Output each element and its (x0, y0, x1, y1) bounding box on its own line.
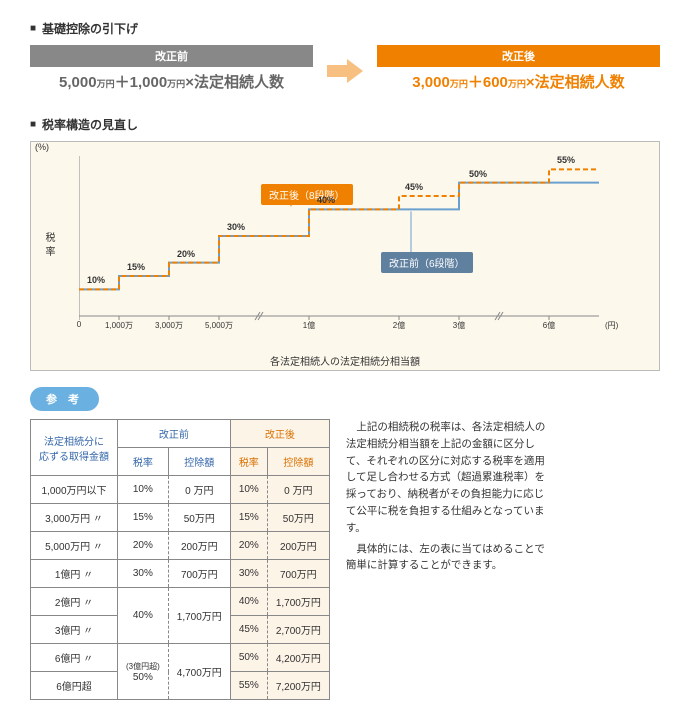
td-bracket: 1億円 〃 (31, 560, 118, 588)
deduction-comparison: 改正前 5,000万円＋1,000万円×法定相続人数 改正後 3,000万円＋6… (30, 45, 660, 96)
td-before-rate: (3億円超)50% (118, 644, 169, 700)
chart-xtick-label: 5,000万 (205, 320, 233, 331)
td-before-rate: 15% (118, 504, 169, 532)
td-before-deduct: 700万円 (168, 560, 230, 588)
chart-xtick-label: 1,000万 (105, 320, 133, 331)
before-amount-b: 1,000 (130, 74, 168, 91)
chart-datalabel: 10% (87, 275, 105, 285)
chart-datalabel: 15% (127, 262, 145, 272)
td-before-deduct: 1,700万円 (168, 588, 230, 644)
td-after-deduct: 1,700万円 (267, 588, 329, 616)
td-before-deduct: 4,700万円 (168, 644, 230, 700)
td-after-rate: 40% (230, 588, 267, 616)
chart-xtick-label: 1億 (303, 320, 315, 331)
th-after: 改正後 (230, 420, 329, 448)
chart-y-axis-label: 税率 (41, 232, 56, 260)
explanation-text: 上記の相続税の税率は、各法定相続人の法定相続分相当額を上記の金額に区分して、それ… (346, 419, 546, 578)
chart-datalabel: 45% (405, 182, 423, 192)
td-before-deduct: 200万円 (168, 532, 230, 560)
td-after-deduct: 2,700万円 (267, 616, 329, 644)
chart-plot (79, 156, 609, 334)
td-after-rate: 30% (230, 560, 267, 588)
chart-xtick-label: 2億 (393, 320, 405, 331)
chart-datalabel: 50% (469, 169, 487, 179)
th-bracket: 法定相続分に応ずる取得金額 (31, 420, 118, 476)
chart-xtick-label: 6億 (543, 320, 555, 331)
td-after-rate: 15% (230, 504, 267, 532)
reference-badge: 参 考 (30, 387, 99, 411)
after-amount-b: 600 (483, 74, 508, 91)
chart-y-unit: (%) (35, 142, 49, 152)
td-bracket: 2億円 〃 (31, 588, 118, 616)
td-before-rate: 10% (118, 476, 169, 504)
deduction-after-formula: 3,000万円＋600万円×法定相続人数 (377, 67, 660, 96)
chart-xtick-label: 3,000万 (155, 320, 183, 331)
td-after-deduct: 700万円 (267, 560, 329, 588)
td-after-rate: 45% (230, 616, 267, 644)
chart-datalabel: 55% (557, 155, 575, 165)
th-rate-before: 税率 (118, 448, 169, 476)
td-before-rate: 30% (118, 560, 169, 588)
deduction-after-box: 改正後 3,000万円＋600万円×法定相続人数 (377, 45, 660, 96)
chart-x-unit: (円) (605, 320, 618, 331)
td-bracket: 1,000万円以下 (31, 476, 118, 504)
legend-before: 改正前（6段階） (381, 252, 473, 273)
chart-datalabel: 20% (177, 249, 195, 259)
section-title-rate-structure: 税率構造の見直し (30, 116, 660, 133)
after-amount-a: 3,000 (412, 74, 450, 91)
td-bracket: 6億円 〃 (31, 644, 118, 672)
td-after-rate: 50% (230, 644, 267, 672)
chart-datalabel: 40% (317, 195, 335, 205)
th-before: 改正前 (118, 420, 231, 448)
td-before-deduct: 0 万円 (168, 476, 230, 504)
td-before-deduct: 50万円 (168, 504, 230, 532)
rate-chart: (%) 税率 改正後（8段階） 改正前（6段階） 10% 15% 20% 30% 40%… (30, 141, 660, 371)
chart-xtick-label: 0 (77, 320, 81, 329)
td-bracket: 3億円 〃 (31, 616, 118, 644)
td-bracket: 6億円超 (31, 672, 118, 700)
deduction-before-box: 改正前 5,000万円＋1,000万円×法定相続人数 (30, 45, 313, 96)
td-before-rate: 40% (118, 588, 169, 644)
legend-after: 改正後（8段階） (261, 184, 353, 205)
td-after-deduct: 4,200万円 (267, 644, 329, 672)
explain-p1: 上記の相続税の税率は、各法定相続人の法定相続分相当額を上記の金額に区分して、それ… (346, 419, 546, 537)
chart-xtick-label: 3億 (453, 320, 465, 331)
section-title-deduction: 基礎控除の引下げ (30, 20, 660, 37)
td-after-rate: 10% (230, 476, 267, 504)
td-before-rate: 20% (118, 532, 169, 560)
th-deduct-after: 控除額 (267, 448, 329, 476)
rate-table: 法定相続分に応ずる取得金額改正前改正後税率控除額税率控除額1,000万円以下10… (30, 419, 330, 700)
deduction-before-formula: 5,000万円＋1,000万円×法定相続人数 (30, 67, 313, 96)
td-after-rate: 20% (230, 532, 267, 560)
explain-p2: 具体的には、左の表に当てはめることで簡単に計算することができます。 (346, 541, 546, 575)
before-amount-a: 5,000 (59, 74, 97, 91)
td-bracket: 5,000万円 〃 (31, 532, 118, 560)
td-after-deduct: 50万円 (267, 504, 329, 532)
th-deduct-before: 控除額 (168, 448, 230, 476)
td-after-deduct: 200万円 (267, 532, 329, 560)
td-bracket: 3,000万円 〃 (31, 504, 118, 532)
th-rate-after: 税率 (230, 448, 267, 476)
td-after-deduct: 7,200万円 (267, 672, 329, 700)
deduction-before-header: 改正前 (30, 45, 313, 67)
chart-datalabel: 30% (227, 222, 245, 232)
td-after-deduct: 0 万円 (267, 476, 329, 504)
arrow-icon (323, 45, 367, 96)
td-after-rate: 55% (230, 672, 267, 700)
chart-x-axis-label: 各法定相続人の法定相続分相当額 (31, 353, 659, 368)
deduction-after-header: 改正後 (377, 45, 660, 67)
